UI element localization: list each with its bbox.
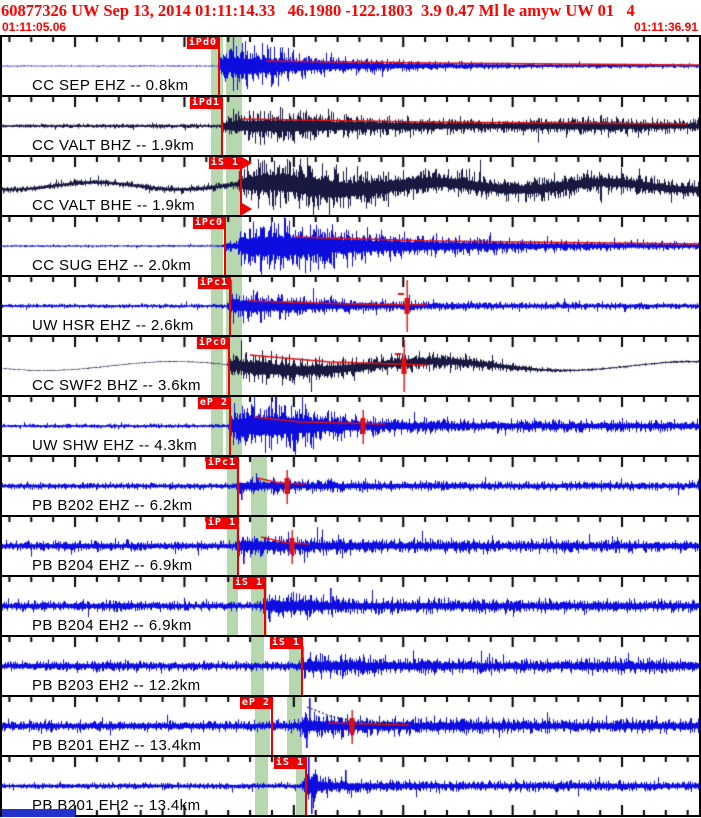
pick-line	[240, 157, 242, 215]
pick-flag[interactable]: iS 1	[269, 637, 302, 649]
trace-panel[interactable]: iPc0 CC SUG EHZ -- 2.0km	[2, 215, 699, 275]
pick-line	[229, 397, 231, 455]
pick-flag[interactable]: iPc1	[205, 457, 238, 469]
trace-panel[interactable]: iPd1 CC VALT BHZ -- 1.9km	[2, 95, 699, 155]
waveform-canvas[interactable]	[2, 457, 699, 515]
pick-flag[interactable]: iP 1	[205, 517, 238, 529]
pick-flag[interactable]: iPc0	[192, 217, 225, 229]
trace-panel[interactable]: iS 1 CC VALT BHE -- 1.9km	[2, 155, 699, 215]
trace-panel[interactable]: eP 2 UW SHW EHZ -- 4.3km	[2, 395, 699, 455]
pick-line	[237, 517, 239, 575]
pick-line	[264, 577, 266, 635]
station-label: PB B201 EHZ -- 13.4km	[32, 737, 202, 754]
station-label: UW SHW EHZ -- 4.3km	[32, 437, 198, 454]
waveform-canvas[interactable]	[2, 157, 699, 215]
pick-line	[271, 697, 273, 755]
waveform-canvas[interactable]	[2, 637, 699, 695]
station-label: UW HSR EHZ -- 2.6km	[32, 317, 194, 334]
pick-flag[interactable]: iPc1	[197, 277, 230, 289]
pick-line	[228, 337, 230, 395]
station-label: CC SWF2 BHZ -- 3.6km	[32, 377, 201, 394]
station-label: PB B204 EHZ -- 6.9km	[32, 557, 193, 574]
station-label: PB B204 EH2 -- 6.9km	[32, 617, 192, 634]
bottom-scrollbar-thumb[interactable]	[2, 809, 75, 817]
pick-line	[305, 757, 307, 815]
event-summary-text: 60877326 UW Sep 13, 2014 01:11:14.33 46.…	[1, 1, 635, 20]
window-start-time: 01:11:05.06	[2, 20, 67, 34]
window-end-time: 01:11:36.91	[633, 20, 698, 34]
pick-line	[229, 277, 231, 335]
station-label: CC SUG EHZ -- 2.0km	[32, 257, 192, 274]
event-header: 60877326 UW Sep 13, 2014 01:11:14.33 46.…	[0, 0, 701, 35]
pick-line	[221, 97, 223, 155]
waveform-canvas[interactable]	[2, 337, 699, 395]
trace-panel[interactable]: iS 1 PB B201 EH2 -- 13.4km	[2, 755, 699, 817]
pick-flag[interactable]: iPd0	[186, 37, 219, 49]
waveform-canvas[interactable]	[2, 97, 699, 155]
trace-panel[interactable]: iPc1 PB B202 EHZ -- 6.2km	[2, 455, 699, 515]
trace-panel[interactable]: iPc0 CC SWF2 BHZ -- 3.6km	[2, 335, 699, 395]
waveform-canvas[interactable]	[2, 697, 699, 755]
s-pick-pennant-icon	[242, 157, 252, 169]
trace-panel[interactable]: iS 1 PB B204 EH2 -- 6.9km	[2, 575, 699, 635]
trace-panel[interactable]: iPc1 UW HSR EHZ -- 2.6km	[2, 275, 699, 335]
pick-line	[301, 637, 303, 695]
s-pick-pennant-icon	[242, 203, 252, 215]
pick-flag[interactable]: iS 1	[208, 157, 241, 169]
trace-panel[interactable]: iS 1 PB B203 EH2 -- 12.2km	[2, 635, 699, 695]
trace-panel[interactable]: iP 1 PB B204 EHZ -- 6.9km	[2, 515, 699, 575]
pick-flag[interactable]: eP 2	[239, 697, 272, 709]
trace-panel[interactable]: eP 2 PB B201 EHZ -- 13.4km	[2, 695, 699, 755]
pick-flag[interactable]: iPd1	[189, 97, 222, 109]
trace-list: iPd0 CC SEP EHZ -- 0.8km iPd1 CC VALT BH…	[0, 35, 701, 817]
waveform-canvas[interactable]	[2, 277, 699, 335]
pick-flag[interactable]: eP 2	[197, 397, 230, 409]
station-label: PB B202 EHZ -- 6.2km	[32, 497, 193, 514]
waveform-canvas[interactable]	[2, 217, 699, 275]
waveform-canvas[interactable]	[2, 37, 699, 95]
waveform-canvas[interactable]	[2, 397, 699, 455]
pick-line	[237, 457, 239, 515]
waveform-canvas[interactable]	[2, 577, 699, 635]
waveform-canvas[interactable]	[2, 757, 699, 815]
pick-flag[interactable]: iPc0	[196, 337, 229, 349]
pick-flag[interactable]: iS 1	[273, 757, 306, 769]
station-label: CC VALT BHZ -- 1.9km	[32, 137, 195, 154]
waveform-canvas[interactable]	[2, 517, 699, 575]
station-label: CC VALT BHE -- 1.9km	[32, 197, 196, 214]
station-label: PB B203 EH2 -- 12.2km	[32, 677, 201, 694]
pick-line	[224, 217, 226, 275]
pick-line	[218, 37, 220, 95]
station-label: CC SEP EHZ -- 0.8km	[32, 77, 189, 94]
pick-flag[interactable]: iS 1	[232, 577, 265, 589]
trace-panel[interactable]: iPd0 CC SEP EHZ -- 0.8km	[2, 35, 699, 95]
